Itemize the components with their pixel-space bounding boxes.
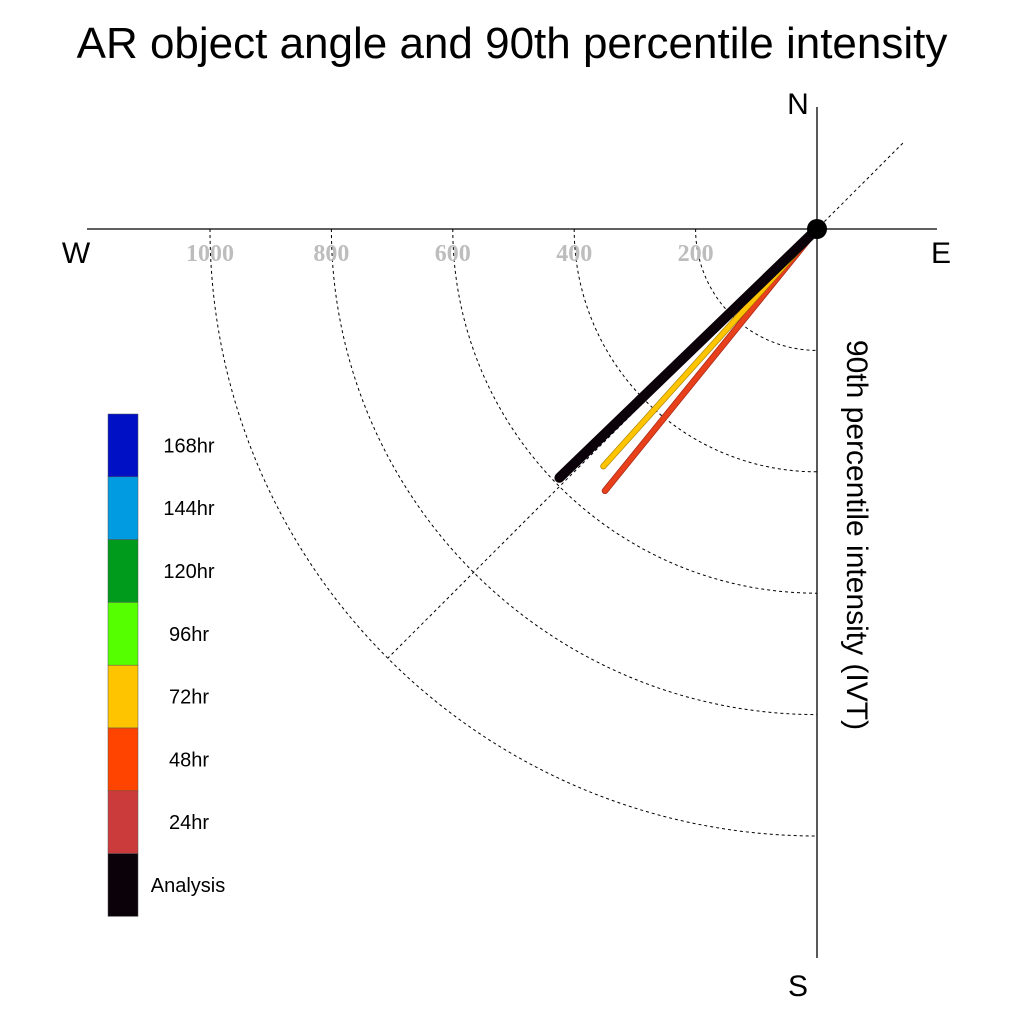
- radial-tick-label-200: 200: [678, 241, 714, 267]
- compass-label-east: E: [931, 237, 951, 270]
- legend-label-analysis: Analysis: [151, 875, 225, 897]
- grid-arc-800: [330, 228, 818, 716]
- legend-swatch-24hr: [107, 790, 139, 854]
- legend: 168hr 144hr 120hr 96hr 72hr 48hr 24hr Analysis: [107, 413, 225, 917]
- vector-analysis: [554, 224, 822, 483]
- legend-swatch-168hr: [107, 413, 139, 478]
- legend-swatch-96hr: [107, 602, 139, 666]
- legend-swatch-72hr: [107, 664, 139, 729]
- legend-label-120hr: 120hr: [163, 561, 214, 583]
- series-vectors: [554, 224, 822, 495]
- grid-arc-200: [695, 228, 818, 351]
- grid-arc-600: [452, 228, 818, 594]
- radial-axis-label: 90th percentile intensity (IVT): [840, 340, 873, 730]
- legend-label-144hr: 144hr: [163, 498, 214, 520]
- chart-title: AR object angle and 90th percentile inte…: [77, 19, 948, 68]
- legend-label-48hr: 48hr: [169, 749, 209, 771]
- origin-marker: [807, 219, 827, 239]
- compass-label-south: S: [788, 970, 808, 1003]
- radial-tick-label-800: 800: [313, 241, 349, 267]
- legend-label-96hr: 96hr: [169, 624, 209, 646]
- legend-label-168hr: 168hr: [163, 435, 214, 457]
- grid-arc-400: [573, 228, 818, 473]
- radial-tick-label-400: 400: [556, 241, 592, 267]
- legend-label-72hr: 72hr: [169, 687, 209, 709]
- legend-swatch-analysis: [107, 853, 139, 917]
- compass-label-north: N: [787, 88, 809, 121]
- legend-label-24hr: 24hr: [169, 812, 209, 834]
- legend-swatch-120hr: [107, 539, 139, 603]
- legend-swatch-144hr: [107, 476, 139, 540]
- radial-tick-labels: 200 400 600 800 1000: [186, 241, 714, 267]
- compass-label-west: W: [62, 237, 91, 270]
- radial-tick-label-1000: 1000: [186, 241, 234, 267]
- legend-swatch-48hr: [107, 727, 139, 792]
- radial-tick-label-600: 600: [435, 241, 471, 267]
